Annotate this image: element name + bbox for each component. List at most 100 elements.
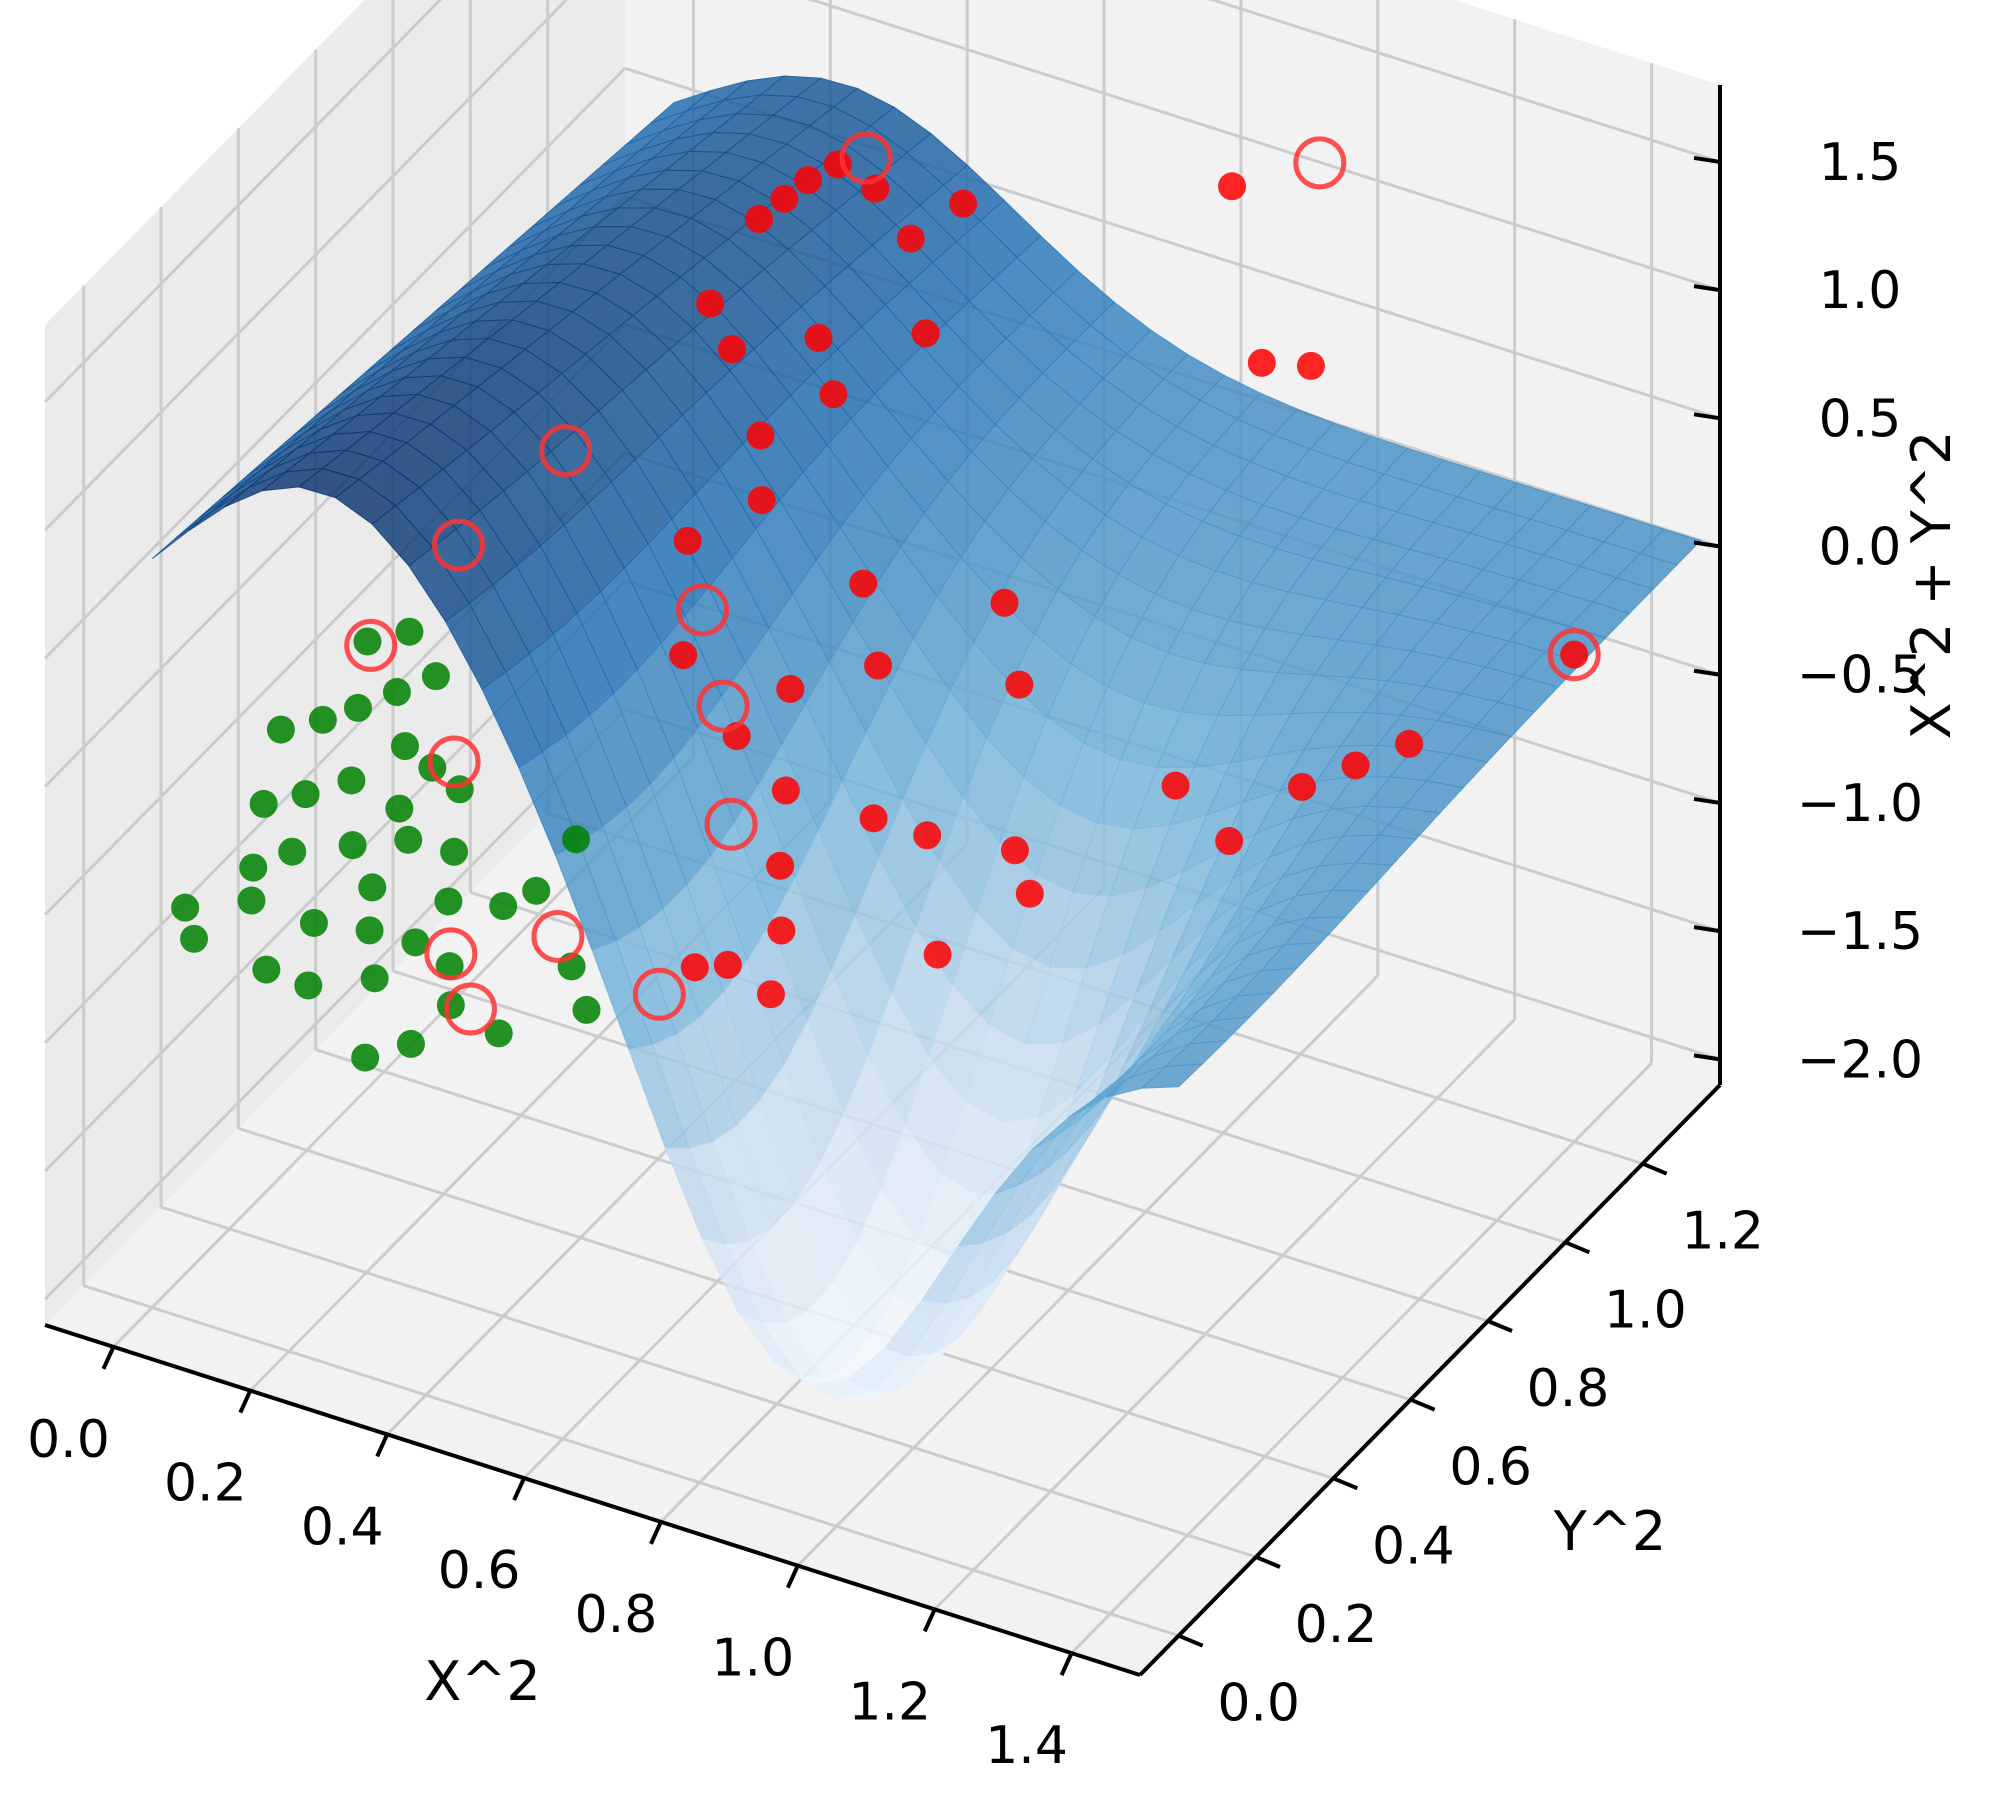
scatter-points xyxy=(171,131,1601,1072)
red-point xyxy=(1005,670,1034,699)
grid-z-left xyxy=(43,67,627,660)
grid-z-left xyxy=(43,708,627,1301)
support-vector-ring xyxy=(531,909,585,963)
green-point xyxy=(522,876,551,905)
z-tick-label: −1.5 xyxy=(1797,902,1923,962)
support-vector-ring xyxy=(839,131,893,185)
green-point xyxy=(572,995,601,1024)
red-point xyxy=(990,588,1019,617)
red-point xyxy=(745,205,774,234)
green-point xyxy=(252,955,281,984)
green-point xyxy=(401,928,430,957)
red-point xyxy=(680,953,709,982)
x-tick-label: 0.6 xyxy=(438,1541,521,1601)
x-tick-label: 0.4 xyxy=(301,1497,384,1557)
support-vector-ring xyxy=(676,583,730,637)
support-vector-ring xyxy=(432,518,486,572)
green-point xyxy=(308,705,337,734)
green-point xyxy=(562,825,591,854)
x-tick-label: 1.0 xyxy=(711,1629,794,1689)
y-tick-mark xyxy=(1332,1476,1359,1491)
green-point xyxy=(434,887,463,916)
red-point xyxy=(896,224,925,253)
decision-surface xyxy=(151,75,1702,1402)
support-vector-ring xyxy=(443,982,497,1036)
red-point xyxy=(766,851,795,880)
z-tick-label: −0.5 xyxy=(1797,646,1923,706)
red-point xyxy=(794,166,823,195)
x-tick-mark xyxy=(922,1608,937,1633)
green-point xyxy=(337,766,366,795)
red-point xyxy=(911,319,940,348)
red-point xyxy=(1288,772,1317,801)
green-point xyxy=(294,971,323,1000)
green-point xyxy=(436,991,465,1020)
red-point xyxy=(804,323,833,352)
green-point xyxy=(266,715,295,744)
grid-y-floor xyxy=(83,1284,1180,1638)
y-tick-mark xyxy=(1487,1319,1513,1333)
red-point xyxy=(1341,751,1370,780)
y-tick-label: 0.4 xyxy=(1372,1516,1455,1576)
z-tick-mark xyxy=(1693,284,1721,293)
y-axis-line xyxy=(1138,1083,1722,1677)
support-vector-ring xyxy=(704,797,758,851)
green-point xyxy=(180,924,209,953)
grid-x-floor xyxy=(796,974,1379,1567)
red-point xyxy=(1395,729,1424,758)
red-point xyxy=(864,651,893,680)
green-point xyxy=(299,908,328,937)
red-point xyxy=(669,641,698,670)
green-point xyxy=(435,952,464,981)
red-point xyxy=(696,289,725,318)
red-point xyxy=(859,804,888,833)
grid-z-left xyxy=(43,0,443,403)
z-tick-label: 1.0 xyxy=(1819,261,1902,321)
y-tick-label: 0.6 xyxy=(1449,1438,1532,1498)
green-point xyxy=(382,678,411,707)
red-point xyxy=(713,950,742,979)
grid-z-back xyxy=(1208,0,1721,164)
support-vector-ring xyxy=(696,679,750,733)
z-tick-label: −2.0 xyxy=(1797,1030,1923,1090)
green-point xyxy=(249,789,278,818)
red-point xyxy=(717,335,746,364)
red-point xyxy=(770,184,799,213)
x-tick-mark xyxy=(785,1564,800,1589)
z-tick-mark xyxy=(1693,540,1721,549)
green-point xyxy=(489,892,518,921)
red-point xyxy=(756,980,785,1009)
red-point xyxy=(1015,879,1044,908)
red-point xyxy=(746,421,775,450)
green-point xyxy=(355,916,384,945)
red-point xyxy=(1296,351,1325,380)
surface-facet xyxy=(1140,1063,1204,1089)
x-tick-mark xyxy=(375,1433,390,1458)
z-tick-label: −1.0 xyxy=(1797,774,1923,834)
z-tick-label: 0.0 xyxy=(1819,518,1902,578)
green-point xyxy=(358,873,387,902)
x-tick-label: 0.0 xyxy=(27,1410,110,1470)
grid-x-floor xyxy=(933,1018,1516,1611)
red-point xyxy=(747,486,776,515)
z-tick-label: 1.5 xyxy=(1819,133,1902,193)
green-point xyxy=(338,831,367,860)
z-tick-label: 0.5 xyxy=(1819,389,1902,449)
green-point xyxy=(484,1019,513,1048)
x-tick-label: 1.4 xyxy=(985,1716,1068,1776)
x-tick-label: 0.8 xyxy=(575,1585,658,1645)
x-tick-mark xyxy=(1059,1652,1074,1676)
grid-z-left xyxy=(43,0,569,532)
chart-labels: 0.0 0.2 0.4 0.6 0.8 1.0 1.2 1.4 0.0 0.2 0.4 0.6 0.8 1… xyxy=(27,133,1963,1776)
red-point xyxy=(1560,640,1589,669)
y-tick-label: 1.0 xyxy=(1604,1280,1687,1340)
x-tick-mark xyxy=(238,1389,253,1414)
red-point xyxy=(1000,836,1029,865)
grid-y-floor xyxy=(160,1205,1257,1559)
x-tick-mark xyxy=(512,1477,526,1501)
support-vector-ring xyxy=(1293,136,1347,190)
z-tick-mark xyxy=(1693,155,1721,164)
red-point xyxy=(1218,172,1247,201)
x-tick-mark xyxy=(101,1346,116,1370)
